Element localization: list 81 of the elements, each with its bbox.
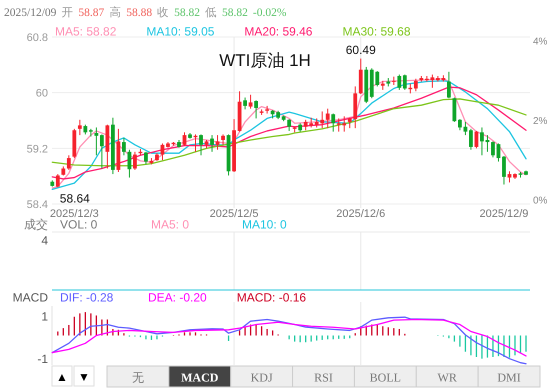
candlestick xyxy=(331,113,336,132)
candlestick xyxy=(56,174,60,188)
text: 成交 xyxy=(24,217,48,232)
candlestick xyxy=(216,134,220,150)
line-series xyxy=(52,316,527,364)
text: MACD xyxy=(181,370,219,384)
text: 2025/12/09 xyxy=(4,7,57,20)
text: -0.02% xyxy=(252,7,287,20)
text: RSI xyxy=(314,370,333,384)
y-tick-label: 58.4 xyxy=(26,198,48,211)
text: 收 xyxy=(157,6,170,20)
text: 低 xyxy=(205,6,218,20)
candlestick xyxy=(128,149,132,178)
candlestick xyxy=(287,118,292,132)
candlestick xyxy=(248,94,252,110)
candlestick xyxy=(304,119,308,131)
y-tick-label: 1 xyxy=(41,310,48,324)
text: 无 xyxy=(132,370,144,384)
candlestick xyxy=(320,110,324,129)
candlestick xyxy=(61,166,66,176)
candlestick xyxy=(402,74,407,90)
y-axis-title: MACD xyxy=(12,290,48,304)
x-tick-label: 2025/12/6 xyxy=(336,208,386,220)
text: WR xyxy=(438,370,457,384)
candlestick xyxy=(122,137,126,156)
candlestick xyxy=(392,76,396,86)
candlestick xyxy=(358,58,363,95)
line-series xyxy=(52,318,527,357)
candlestick xyxy=(210,134,214,152)
text: MA30: 59.68 xyxy=(342,24,411,38)
y-tick-label: 59.2 xyxy=(26,143,48,156)
text: VOL: 0 xyxy=(60,217,98,232)
candlestick xyxy=(348,117,352,129)
text: ▲ xyxy=(56,370,68,384)
text: 58.82 xyxy=(174,7,200,20)
candlestick xyxy=(326,108,330,129)
text: 58.87 xyxy=(78,7,105,20)
text: ▼ xyxy=(78,370,90,384)
y2-tick-label: 2% xyxy=(533,116,548,128)
x-tick-label: 2025/12/5 xyxy=(210,208,259,220)
candlestick xyxy=(199,134,203,156)
text: MA10: 0 xyxy=(242,217,288,232)
text: WTI原油 1H xyxy=(219,51,311,70)
x-tick-label: 2025/12/9 xyxy=(480,208,528,220)
text: KDJ xyxy=(250,370,273,384)
candlestick xyxy=(474,130,478,149)
text: MACD: -0.16 xyxy=(236,290,306,304)
candlestick xyxy=(397,74,402,90)
candlestick xyxy=(414,78,418,92)
text: DMI xyxy=(497,370,521,384)
candlestick xyxy=(254,100,258,119)
text: 开 xyxy=(61,6,74,20)
candlestick xyxy=(144,151,148,165)
y-tick-label: -1 xyxy=(37,352,48,366)
candlestick xyxy=(446,71,451,99)
candlestick xyxy=(133,151,137,170)
text: MA10: 59.05 xyxy=(146,24,215,38)
candlestick xyxy=(78,119,82,136)
x-tick-label: 2025/12/3 xyxy=(50,208,99,220)
annotation: 60.49 xyxy=(346,42,376,57)
candlestick xyxy=(221,134,225,146)
candlestick xyxy=(375,70,380,87)
text: 4 xyxy=(41,233,48,248)
candlestick xyxy=(83,124,88,135)
text: BOLL xyxy=(370,370,402,384)
text: 高 xyxy=(109,5,122,20)
series-label: DIF: -0.28 xyxy=(60,290,114,304)
text: MA5: 0 xyxy=(151,217,190,232)
candlestick xyxy=(182,132,186,146)
y2-tick-label: 0% xyxy=(533,196,548,207)
text: MA5: 58.82 xyxy=(55,24,117,38)
text: DEA: -0.20 xyxy=(148,290,208,304)
text: 58.88 xyxy=(126,7,152,20)
y-tick-label: 60.8 xyxy=(26,32,48,44)
text: 58.82 xyxy=(222,7,248,20)
y-tick-label: 60 xyxy=(36,88,48,100)
text: MA20: 59.46 xyxy=(244,24,313,38)
candlestick xyxy=(66,154,71,170)
annotation: 58.64 xyxy=(60,192,90,206)
candlestick xyxy=(243,97,247,110)
y2-tick-label: 4% xyxy=(533,36,548,48)
